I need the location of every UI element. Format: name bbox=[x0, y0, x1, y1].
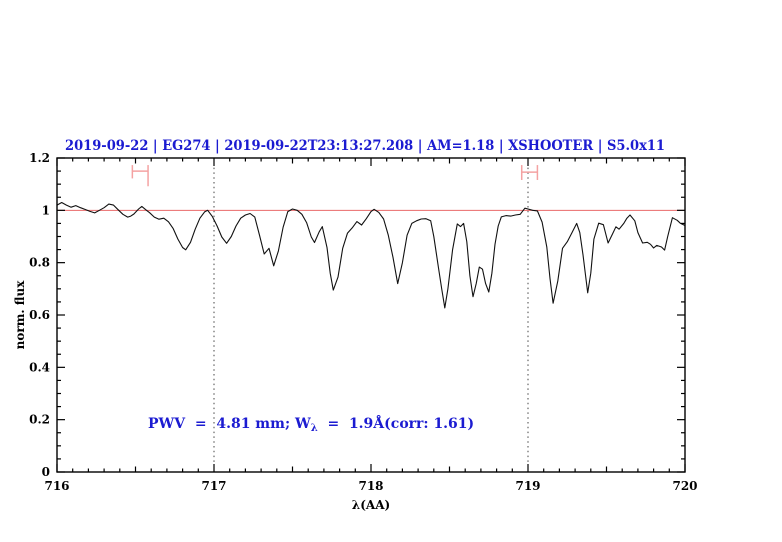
y-tick-label: 0 bbox=[42, 465, 50, 479]
x-tick-label: 718 bbox=[358, 479, 383, 493]
y-tick-label: 0.4 bbox=[29, 360, 50, 374]
pwv-annotation-main: PWV = 4.81 mm; W bbox=[148, 416, 311, 432]
x-tick-label: 720 bbox=[672, 479, 697, 493]
spectrum-line bbox=[56, 201, 686, 309]
x-axis-label: λ(AA) bbox=[352, 498, 390, 512]
y-tick-label: 0.8 bbox=[29, 256, 50, 270]
plot-title: 2019-09-22 | EG274 | 2019-09-22T23:13:27… bbox=[65, 138, 665, 154]
x-tick-label: 719 bbox=[515, 479, 540, 493]
y-tick-label: 1.2 bbox=[29, 151, 50, 165]
x-tick-label: 717 bbox=[201, 479, 226, 493]
x-tick-label: 716 bbox=[44, 479, 69, 493]
y-tick-label: 1 bbox=[42, 203, 50, 217]
plot-layer: 716 717 718 719 720 0 0.2 0.4 0.6 0.8 1 1.2 bbox=[29, 151, 697, 493]
y-axis-label: norm. flux bbox=[13, 280, 27, 350]
pwv-annotation-rest: = 1.9Å(corr: 1.61) bbox=[318, 414, 474, 432]
y-tick-label: 0.6 bbox=[29, 308, 50, 322]
y-tick-label: 0.2 bbox=[29, 413, 50, 427]
pwv-annotation-subscript: λ bbox=[311, 423, 318, 434]
pwv-annotation: PWV = 4.81 mm; Wλ = 1.9Å(corr: 1.61) bbox=[148, 414, 474, 434]
